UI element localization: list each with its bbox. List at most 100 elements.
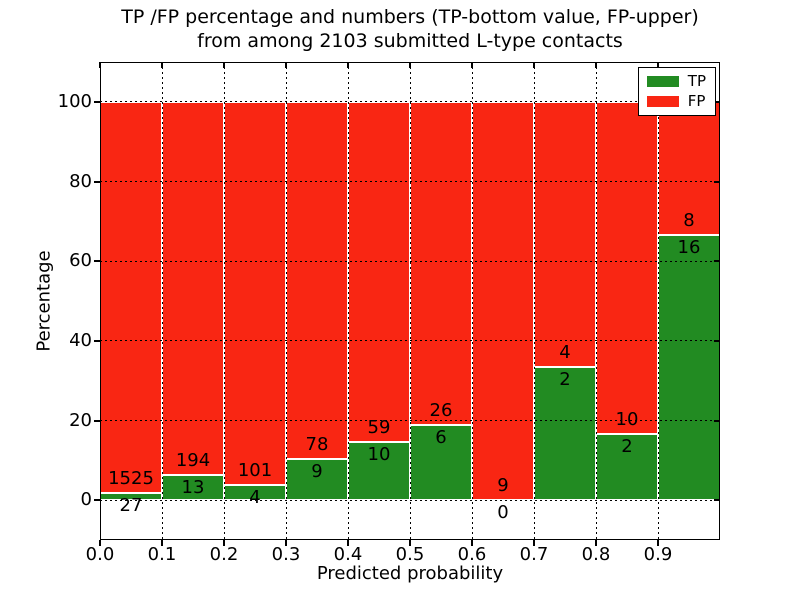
- y-tick-mark: [94, 180, 100, 183]
- tp-legend-swatch: [646, 76, 679, 87]
- bar-tp: [596, 433, 658, 501]
- legend-item-tp: TP: [646, 72, 706, 90]
- y-tick-mark: [94, 499, 100, 502]
- x-tick-mark: [161, 540, 163, 546]
- fp-count-label: 1525: [108, 468, 154, 490]
- y-tick-mark-right: [714, 100, 720, 103]
- y-tick-label: 40: [69, 329, 92, 351]
- y-tick-mark: [94, 419, 100, 422]
- bar-fp: [286, 101, 348, 459]
- x-axis-label: Predicted probability: [316, 563, 504, 584]
- plot-area: TP FP 1525 27 194 13 101 4 78 9 59 10 26 6 9 0 4 2 10 2 8 1…: [100, 62, 720, 540]
- y-tick-mark: [94, 339, 100, 342]
- fp-count-label: 59: [367, 417, 391, 439]
- tp-count-label: 6: [435, 427, 447, 449]
- x-tick-mark-top: [223, 62, 225, 68]
- y-tick-mark: [94, 100, 100, 103]
- fp-count-label: 78: [305, 433, 329, 455]
- tp-count-label: 2: [621, 435, 633, 457]
- gridline-vertical: [285, 62, 287, 540]
- y-tick-mark-right: [714, 339, 720, 342]
- fp-count-label: 10: [615, 408, 639, 430]
- y-tick-label: 100: [57, 90, 92, 112]
- fp-legend-label: FP: [687, 92, 706, 110]
- tp-count-label: 16: [677, 236, 701, 258]
- x-tick-mark: [533, 540, 535, 546]
- fp-count-label: 9: [497, 475, 509, 497]
- gridline-vertical: [223, 62, 225, 540]
- x-tick-label: 0.9: [643, 544, 673, 565]
- fp-count-label: 194: [175, 450, 211, 472]
- gridline-vertical: [657, 62, 659, 540]
- x-tick-label: 0.2: [209, 544, 239, 565]
- bar-fp: [596, 101, 658, 434]
- x-tick-mark-top: [285, 62, 287, 68]
- y-tick-mark-right: [714, 419, 720, 422]
- bar-fp: [348, 101, 410, 443]
- y-tick-label: 60: [69, 250, 92, 272]
- axes-frame: [100, 62, 720, 540]
- gridline-vertical: [595, 62, 597, 540]
- chart-title-line1: TP /FP percentage and numbers (TP-bottom…: [121, 6, 699, 28]
- x-tick-mark: [595, 540, 597, 546]
- fp-legend-swatch: [646, 96, 679, 107]
- legend: TP FP: [637, 67, 716, 116]
- x-tick-label: 0.7: [519, 544, 549, 565]
- x-tick-label: 0.1: [147, 544, 177, 565]
- x-tick-label: 0.6: [457, 544, 487, 565]
- x-tick-mark: [347, 540, 349, 546]
- y-tick-mark-right: [714, 499, 720, 502]
- gridline-vertical: [533, 62, 535, 540]
- bar-tp: [286, 458, 348, 501]
- x-tick-label: 0.8: [581, 544, 611, 565]
- tp-count-label: 2: [559, 369, 571, 391]
- x-tick-mark: [223, 540, 225, 546]
- x-tick-mark: [657, 540, 659, 546]
- bar-tp: [658, 234, 720, 501]
- gridline-vertical: [347, 62, 349, 540]
- y-tick-mark-right: [714, 260, 720, 263]
- tp-count-label: 13: [181, 477, 205, 499]
- gridline-vertical: [409, 62, 411, 540]
- x-tick-label: 0.5: [395, 544, 425, 565]
- fp-count-label: 8: [683, 209, 695, 231]
- x-tick-label: 0.4: [333, 544, 363, 565]
- bar-fp: [224, 101, 286, 485]
- x-tick-mark: [285, 540, 287, 546]
- fp-count-label: 101: [237, 459, 273, 481]
- tp-count-label: 9: [311, 460, 323, 482]
- legend-item-fp: FP: [646, 92, 706, 110]
- tp-count-label: 0: [497, 502, 509, 524]
- tp-count-label: 27: [119, 495, 143, 517]
- fp-count-label: 26: [429, 400, 453, 422]
- gridline-vertical: [471, 62, 473, 540]
- tp-legend-label: TP: [687, 72, 706, 90]
- bar-tp: [410, 425, 472, 501]
- y-tick-label: 80: [69, 170, 92, 192]
- x-tick-mark-top: [161, 62, 163, 68]
- x-tick-mark-top: [409, 62, 411, 68]
- x-tick-mark: [99, 540, 101, 546]
- y-tick-label: 0: [80, 489, 92, 511]
- x-tick-mark-top: [347, 62, 349, 68]
- x-tick-mark-top: [657, 62, 659, 68]
- x-tick-mark-top: [471, 62, 473, 68]
- x-tick-mark-top: [595, 62, 597, 68]
- bar-fp: [162, 101, 224, 476]
- x-tick-mark-top: [99, 62, 101, 68]
- bar-fp: [658, 101, 720, 235]
- x-tick-mark-top: [533, 62, 535, 68]
- x-tick-mark: [471, 540, 473, 546]
- chart-title: TP /FP percentage and numbers (TP-bottom…: [90, 5, 730, 53]
- tp-count-label: 4: [249, 486, 261, 508]
- y-tick-label: 20: [69, 409, 92, 431]
- chart-title-line2: from among 2103 submitted L-type contact…: [197, 30, 623, 52]
- x-tick-label: 0.3: [271, 544, 301, 565]
- y-tick-mark-right: [714, 180, 720, 183]
- gridline-vertical: [161, 62, 163, 540]
- x-tick-mark: [409, 540, 411, 546]
- fp-count-label: 4: [559, 342, 571, 364]
- y-tick-mark: [94, 260, 100, 263]
- bar-fp: [472, 101, 534, 501]
